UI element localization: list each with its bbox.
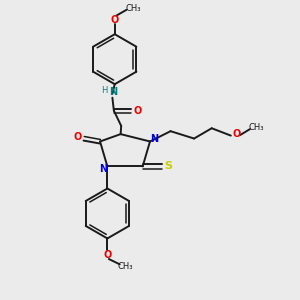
Text: H: H: [101, 86, 107, 95]
Text: O: O: [134, 106, 142, 116]
Text: N: N: [99, 164, 107, 174]
Text: CH₃: CH₃: [125, 4, 141, 13]
Text: O: O: [232, 129, 241, 139]
Text: N: N: [110, 87, 118, 97]
Text: O: O: [111, 14, 119, 25]
Text: O: O: [73, 132, 82, 142]
Text: S: S: [164, 161, 172, 171]
Text: N: N: [150, 134, 158, 143]
Text: CH₃: CH₃: [249, 123, 264, 132]
Text: O: O: [103, 250, 112, 260]
Text: CH₃: CH₃: [118, 262, 134, 271]
